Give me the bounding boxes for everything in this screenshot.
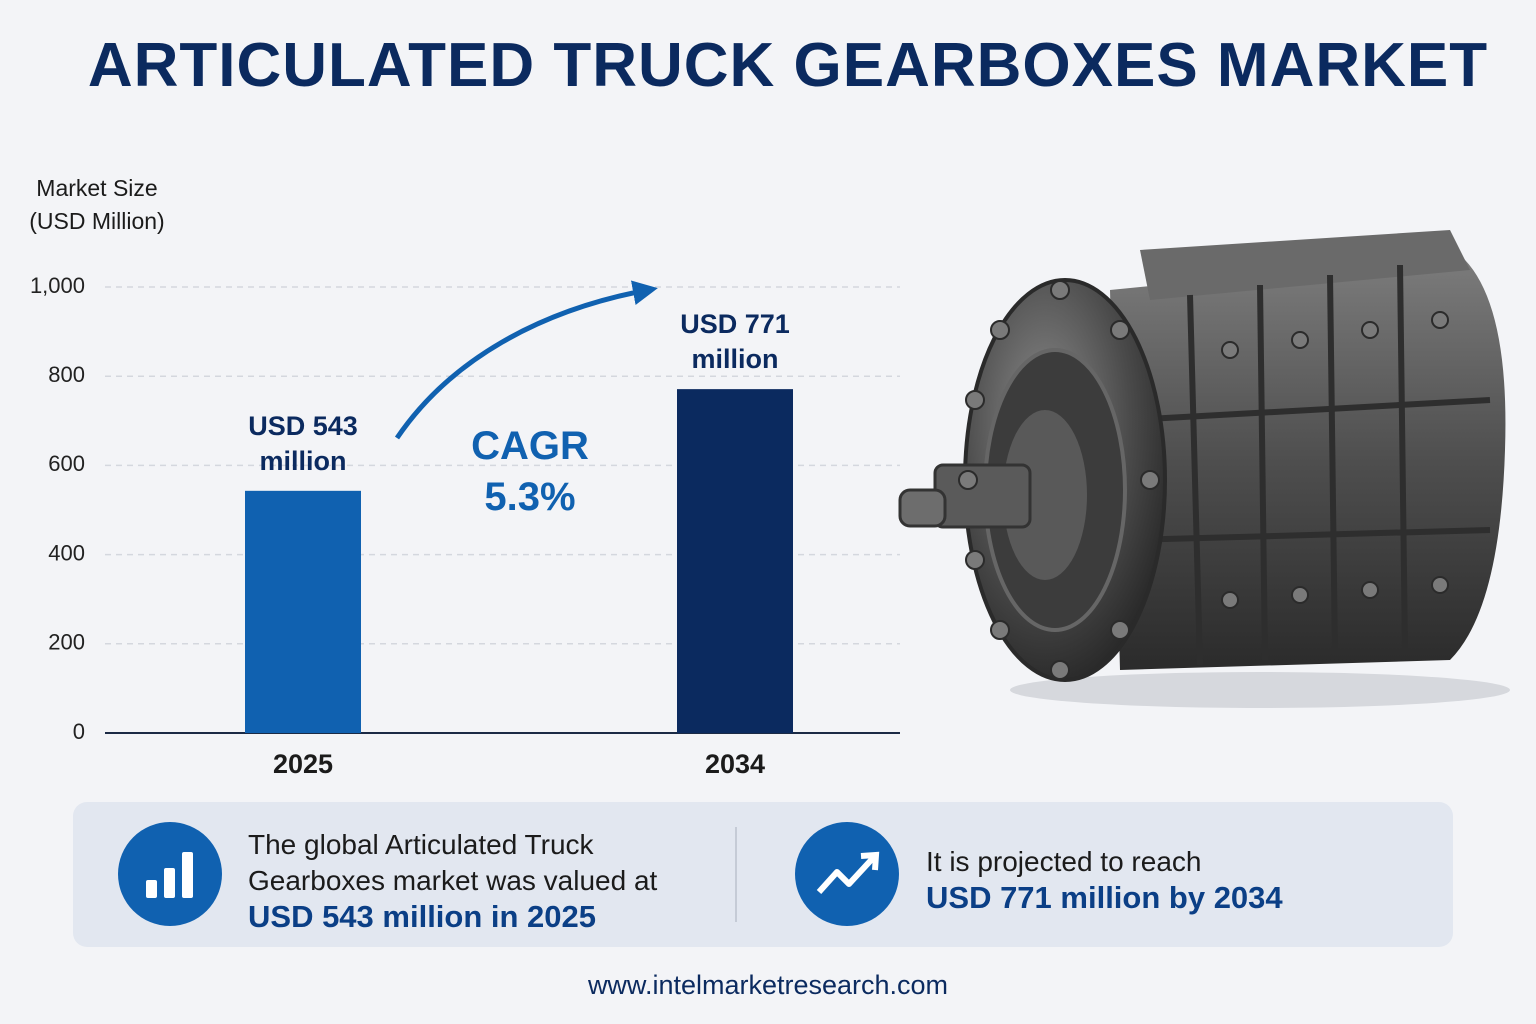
value-label: USD 771 million	[680, 309, 790, 375]
growth-arrow	[394, 280, 658, 440]
bar	[245, 490, 361, 733]
gearbox-image	[898, 230, 1510, 708]
summary-highlight: USD 771 million by 2034	[926, 880, 1283, 915]
y-tick-label: 600	[48, 451, 85, 476]
summary-text: It is projected to reach	[926, 846, 1202, 877]
y-tick-label: 0	[73, 719, 85, 744]
value-label: USD 543 million	[248, 410, 358, 476]
summary-1: The global Articulated Truck Gearboxes m…	[248, 827, 688, 935]
chart: 0 200 400 600 800 1,000 2025 2034	[30, 230, 1510, 779]
y-axis-label: Market Size (USD Million)	[29, 175, 165, 234]
summary-2: It is projected to reach USD 771 million…	[926, 844, 1426, 916]
summary-text: The global Articulated Truck Gearboxes m…	[248, 829, 658, 896]
x-tick-label: 2025	[273, 749, 333, 779]
y-tick-label: 400	[48, 540, 85, 565]
y-tick-label: 800	[48, 362, 85, 387]
trend-icon	[795, 822, 899, 926]
y-tick-label: 1,000	[30, 273, 85, 298]
summary-highlight: USD 543 million in 2025	[248, 899, 597, 934]
x-tick-label: 2034	[705, 749, 765, 779]
cagr-label: CAGR	[471, 424, 589, 468]
title: ARTICULATED TRUCK GEARBOXES MARKET	[87, 31, 1489, 100]
axes: 0 200 400 600 800 1,000 2025 2034	[30, 273, 900, 779]
divider	[735, 827, 737, 922]
bar	[677, 389, 793, 733]
summary-panel: The global Articulated Truck Gearboxes m…	[73, 802, 1453, 947]
bar-icon	[118, 822, 222, 926]
footer: www.intelmarketresearch.com	[587, 970, 949, 1000]
y-tick-label: 200	[48, 630, 85, 655]
cagr-value: 5.3%	[484, 475, 576, 519]
